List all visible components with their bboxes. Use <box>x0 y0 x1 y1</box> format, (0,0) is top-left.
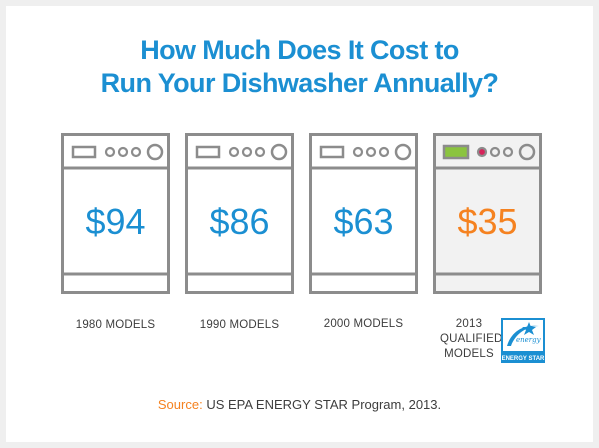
price-label-1980: $94 <box>85 201 146 242</box>
dishwasher-icon <box>185 133 294 294</box>
chart-title: How Much Does It Cost to Run Your Dishwa… <box>0 34 599 100</box>
category-label-2013: 2013 QUALIFIED MODELS <box>440 317 503 362</box>
dishwasher-icon <box>433 133 542 294</box>
category-label-2013-line-2: QUALIFIED <box>440 333 503 345</box>
category-label-2013-line-3: MODELS <box>444 348 494 360</box>
svg-text:ENERGY STAR: ENERGY STAR <box>502 356 545 362</box>
svg-text:energy: energy <box>516 336 542 344</box>
dishwasher-1980: $94 <box>61 133 170 294</box>
dishwasher-2013: $35 <box>433 133 542 294</box>
price-label-1990: $86 <box>209 201 270 242</box>
dishwasher-1990: $86 <box>185 133 294 294</box>
dishwasher-2000: $63 <box>309 133 418 294</box>
source-value: US EPA ENERGY STAR Program, 2013. <box>206 397 442 412</box>
title-line-1: How Much Does It Cost to <box>140 35 459 65</box>
price-label-2000: $63 <box>333 201 394 242</box>
dishwasher-icon <box>309 133 418 294</box>
energy-star-logo-icon: energy ENERGY STAR <box>501 318 545 363</box>
category-label-1990: 1990 MODELS <box>199 319 280 331</box>
source-note: Source: US EPA ENERGY STAR Program, 2013… <box>0 397 599 412</box>
title-line-2: Run Your Dishwasher Annually? <box>100 68 499 98</box>
dishwasher-icon <box>61 133 170 294</box>
source-key: Source: <box>157 397 203 412</box>
price-label-2013: $35 <box>457 201 518 242</box>
category-label-1980: 1980 MODELS <box>75 319 156 331</box>
category-label-2013-line-1: 2013 <box>455 318 483 330</box>
category-label-2000: 2000 MODELS <box>323 318 404 330</box>
energy-star-logo: energy ENERGY STAR <box>501 318 545 363</box>
